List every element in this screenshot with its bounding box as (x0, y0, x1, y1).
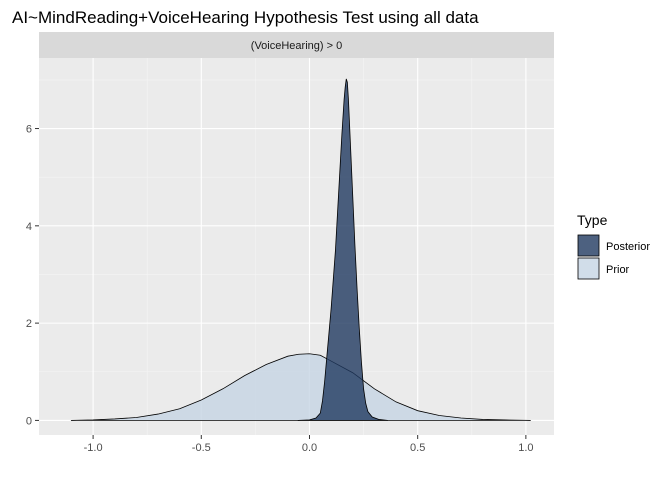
legend-title: Type (577, 212, 608, 228)
major-gridlines (39, 58, 554, 435)
y-axis: 0 2 4 6 (26, 124, 39, 427)
y-tick-label: 6 (26, 124, 32, 136)
x-tick-label: 0.5 (410, 442, 425, 454)
y-tick-label: 0 (26, 415, 32, 427)
facet-strip (39, 32, 554, 58)
legend: Type Posterior Prior (577, 212, 650, 280)
chart-title: AI~MindReading+VoiceHearing Hypothesis T… (12, 8, 479, 27)
legend-key-prior (577, 257, 600, 280)
density-area-posterior (297, 78, 389, 421)
legend-key-posterior (577, 234, 600, 257)
minor-gridlines (39, 58, 554, 435)
y-tick-label: 4 (26, 221, 32, 233)
x-axis: -1.0 -0.5 0.0 0.5 1.0 (84, 435, 534, 454)
x-tick-label: -1.0 (84, 442, 103, 454)
y-tick-label: 2 (26, 318, 32, 330)
legend-label-posterior: Posterior (606, 241, 650, 253)
x-tick-label: 1.0 (518, 442, 533, 454)
density-area-prior (70, 353, 532, 421)
facet-strip-label: (VoiceHearing) > 0 (251, 40, 342, 52)
x-tick-label: -0.5 (192, 442, 211, 454)
x-tick-label: 0.0 (302, 442, 317, 454)
legend-label-prior: Prior (606, 264, 630, 276)
density-areas (70, 78, 532, 421)
